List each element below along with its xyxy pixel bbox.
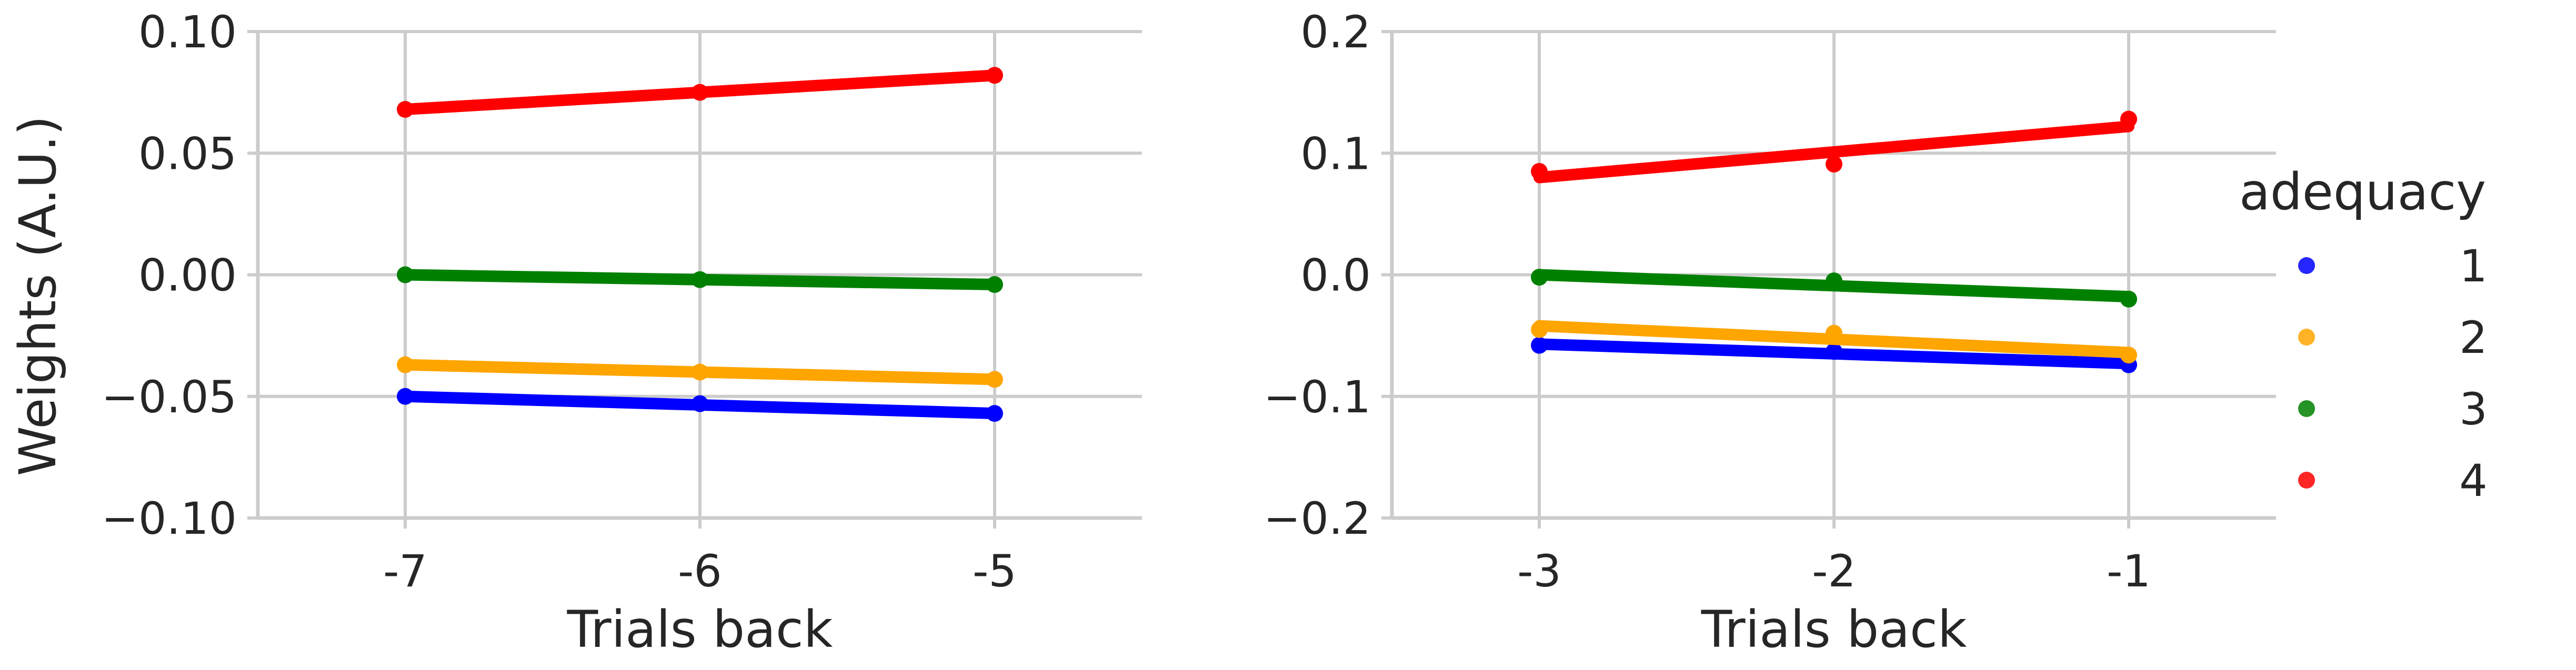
series-1-point	[1826, 343, 1842, 360]
legend-label-4: 4	[2459, 455, 2487, 506]
x-axis-label: Trials back	[567, 600, 833, 659]
legend: adequacy 1 2 3 4	[2239, 163, 2488, 506]
series-4-point	[691, 84, 708, 101]
y-tick-label: −0.05	[102, 371, 237, 423]
y-tick-label: 0.05	[138, 128, 237, 179]
series-4-point	[2120, 110, 2137, 128]
series-3-point	[1826, 272, 1842, 290]
legend-marker-1	[2298, 257, 2315, 274]
legend-title: adequacy	[2239, 163, 2486, 221]
y-tick-label: −0.10	[102, 493, 237, 544]
legend-label-3: 3	[2459, 383, 2487, 435]
y-tick-label: 0.1	[1300, 128, 1371, 179]
series-4-point	[986, 67, 1003, 84]
series-2-point	[691, 363, 708, 381]
legend-label-1: 1	[2459, 240, 2487, 292]
y-tick-label: −0.1	[1264, 371, 1371, 423]
panel-left: 0.10 0.05 0.00 −0.05 −0.10 -7 -6 -5 Trials back W…	[8, 6, 1142, 659]
series-2-point	[1826, 324, 1842, 342]
series-1-point	[1531, 337, 1548, 354]
y-axis-label: Weights (A.U.)	[8, 116, 67, 476]
series-4-point	[397, 101, 414, 118]
legend-label-2: 2	[2459, 312, 2487, 363]
series-1-point	[397, 388, 414, 405]
series-2-point	[397, 356, 414, 373]
legend-marker-4	[2298, 472, 2315, 489]
series-3-point	[986, 276, 1003, 293]
series-3-point	[691, 271, 708, 288]
x-tick-label: -7	[383, 545, 427, 597]
y-tick-label: −0.2	[1264, 493, 1371, 544]
series-3-point	[1531, 269, 1548, 286]
series-2-point	[2120, 347, 2137, 364]
series-4-point	[1531, 163, 1548, 180]
series-4-point	[1826, 156, 1842, 173]
series-2-point	[1531, 321, 1548, 338]
series-1-point	[691, 395, 708, 412]
panel-right: 0.2 0.1 0.0 −0.1 −0.2 -3 -2 -1 Trials back	[1264, 6, 2276, 659]
y-tick-label: 0.00	[138, 250, 237, 301]
series-1-point	[986, 405, 1003, 422]
y-tick-label: 0.2	[1300, 6, 1371, 58]
series-4-line	[1533, 120, 2134, 184]
y-tick-label: 0.0	[1300, 250, 1371, 301]
x-tick-label: -5	[973, 545, 1017, 597]
x-tick-label: -6	[678, 545, 722, 597]
series-3-point	[397, 266, 414, 283]
legend-marker-2	[2298, 329, 2315, 346]
y-tick-label: 0.10	[138, 6, 237, 58]
series-2-point	[986, 371, 1003, 388]
series-3-point	[2120, 290, 2137, 308]
x-axis-label: Trials back	[1701, 600, 1967, 659]
x-tick-label: -1	[2107, 545, 2151, 597]
legend-marker-3	[2298, 400, 2315, 417]
x-tick-label: -2	[1812, 545, 1856, 597]
x-tick-label: -3	[1517, 545, 1561, 597]
